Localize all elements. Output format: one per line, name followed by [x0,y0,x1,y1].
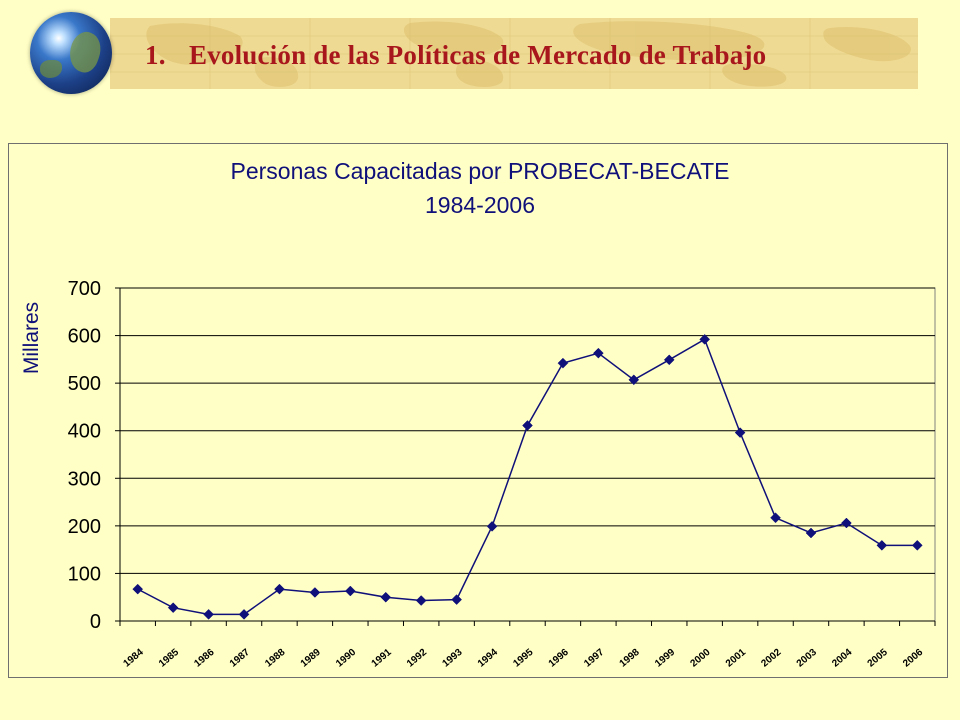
world-map-background [110,18,918,89]
y-tick-label: 100 [68,563,101,585]
data-point [274,583,285,595]
y-tick-label: 400 [68,421,101,443]
x-tick-label: 1994 [476,647,500,670]
plot-area [119,287,936,622]
data-point [451,594,462,605]
x-tick-label: 2004 [830,647,854,670]
x-tick-label: 1998 [618,647,642,670]
data-point [344,585,356,597]
y-tick-label: 0 [90,611,101,633]
data-point [309,587,321,598]
data-point [203,608,214,620]
x-tick-label: 1987 [228,647,252,670]
data-point [628,374,640,386]
data-point [238,608,250,620]
data-point [167,602,179,614]
x-tick-label: 2000 [688,647,712,670]
slide-title-text: Evolución de las Políticas de Mercado de… [189,40,767,70]
data-point [770,512,781,524]
x-tick-label: 1986 [192,647,216,670]
data-point [557,357,569,369]
x-tick-label: 1985 [157,647,181,670]
data-point [486,520,498,532]
y-tick-label: 500 [68,373,101,395]
x-tick-label: 1990 [334,647,358,670]
y-tick-label: 700 [68,278,101,300]
x-tick-label: 1996 [547,647,571,670]
data-point [415,595,427,606]
x-tick-label: 2005 [866,647,890,670]
chart-frame [8,143,948,678]
y-tick-label: 600 [68,326,101,348]
x-tick-label: 1992 [405,647,429,670]
data-point [380,591,392,603]
x-tick-label: 1991 [370,647,394,670]
globe-icon [30,12,112,94]
data-point [841,517,852,529]
x-tick-label: 1988 [263,647,287,670]
chart-title: Personas Capacitadas por PROBECAT-BECATE [230,158,730,184]
title-banner [110,18,918,89]
x-tick-label: 1997 [582,647,606,670]
x-tick-label: 2001 [724,647,748,670]
data-point [522,420,533,431]
data-point [132,583,144,595]
chart-subtitle: 1984-2006 [425,192,535,218]
data-point [593,347,604,359]
slide-title-number: 1. [145,40,166,70]
x-tick-label: 1984 [122,647,146,670]
data-point [911,540,923,551]
x-tick-label: 1995 [511,647,535,670]
data-point [876,540,888,551]
y-tick-label: 300 [68,468,101,490]
x-tick-label: 1993 [440,647,464,670]
x-tick-label: 1989 [299,647,323,670]
x-tick-label: 2002 [759,647,783,670]
x-tick-label: 2003 [795,647,819,670]
data-point [805,527,817,539]
data-point [699,334,711,345]
data-point [663,354,675,366]
y-tick-label: 200 [68,516,101,538]
x-tick-label: 1999 [653,647,677,670]
slide-title: 1. Evolución de las Políticas de Mercado … [145,40,766,80]
x-tick-label: 2006 [901,647,925,670]
data-point [734,427,746,438]
